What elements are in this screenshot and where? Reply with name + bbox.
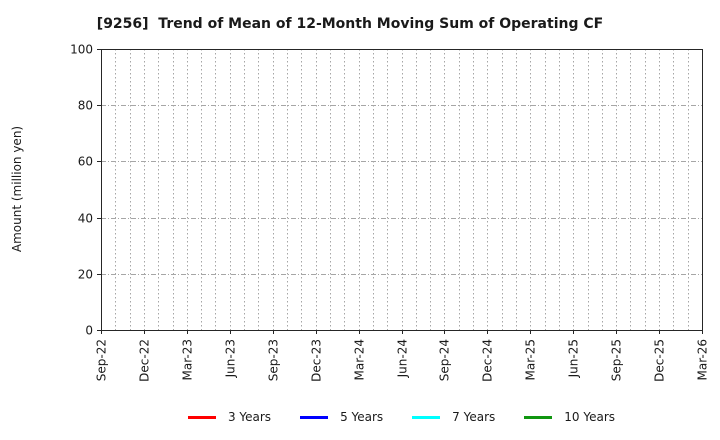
svg-text:Sep-25: Sep-25 [610, 339, 624, 381]
svg-text:Mar-26: Mar-26 [696, 339, 710, 380]
y-tick-labels: 0 20 40 60 80 100 [70, 43, 101, 338]
svg-text:60: 60 [78, 155, 93, 169]
legend-line-swatch [524, 415, 553, 419]
legend: 3 Years 5 Years 7 Years 10 Years [101, 405, 702, 429]
svg-text:Sep-22: Sep-22 [95, 339, 109, 381]
svg-text:Dec-23: Dec-23 [310, 339, 324, 382]
legend-line-swatch [300, 415, 329, 419]
legend-label: 10 Years [564, 410, 616, 424]
svg-text:Mar-25: Mar-25 [524, 339, 538, 380]
chart-title: [9256] Trend of Mean of 12-Month Moving … [96, 16, 604, 32]
svg-text:20: 20 [78, 268, 93, 282]
x-gridlines [115, 49, 689, 330]
legend-item: 10 Years [524, 410, 615, 424]
svg-text:Sep-24: Sep-24 [438, 339, 452, 381]
svg-text:Dec-22: Dec-22 [138, 339, 152, 382]
svg-text:Jun-25: Jun-25 [567, 339, 581, 378]
legend-item: 3 Years [187, 410, 272, 424]
legend-line-swatch [187, 415, 216, 419]
legend-line-swatch [412, 415, 441, 419]
svg-text:Dec-25: Dec-25 [653, 339, 667, 382]
legend-label: 7 Years [452, 410, 496, 424]
svg-text:100: 100 [70, 43, 93, 57]
svg-text:Jun-23: Jun-23 [224, 339, 238, 378]
legend-item: 5 Years [300, 410, 383, 424]
legend-item: 7 Years [412, 410, 495, 424]
legend-label: 3 Years [227, 410, 272, 424]
legend-label: 5 Years [340, 410, 384, 424]
x-tick-labels: Sep-22 Dec-22 Mar-23 Jun-23 Sep-23 Dec-23 Mar-… [95, 330, 710, 382]
svg-text:Sep-23: Sep-23 [267, 339, 281, 381]
svg-text:Mar-23: Mar-23 [181, 339, 195, 380]
svg-text:Dec-24: Dec-24 [481, 339, 495, 382]
svg-text:0: 0 [85, 324, 93, 338]
svg-text:80: 80 [78, 99, 93, 113]
y-gridlines [101, 105, 702, 275]
svg-text:Jun-24: Jun-24 [396, 339, 410, 378]
svg-text:Mar-24: Mar-24 [353, 339, 367, 380]
svg-text:40: 40 [78, 212, 93, 226]
